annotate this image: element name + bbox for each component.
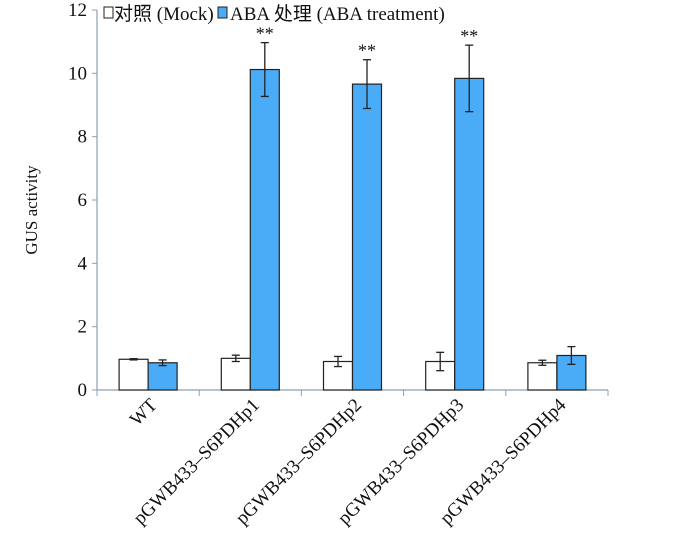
legend: 对照 (Mock) ABA 处理 (ABA treatment) — [103, 3, 445, 25]
legend-label-mock: 对照 (Mock) — [114, 3, 214, 25]
legend-swatch-aba — [217, 6, 228, 19]
y-tick-label: 0 — [78, 380, 88, 401]
y-tick-label: 12 — [68, 0, 87, 21]
bar-aba — [147, 362, 178, 391]
bar-aba — [454, 77, 485, 391]
axes — [92, 9, 609, 396]
y-tick-label: 8 — [78, 127, 88, 148]
bar-mock — [118, 358, 149, 391]
y-tick-label: 2 — [78, 317, 88, 338]
y-axis-label: GUS activity — [22, 165, 41, 255]
legend-swatch-mock — [103, 6, 114, 19]
bars — [118, 41, 587, 391]
bar-aba — [249, 68, 280, 391]
y-tick-label: 10 — [68, 63, 87, 84]
bar-mock — [527, 362, 558, 391]
y-tick-label: 6 — [78, 190, 88, 211]
bar-mock — [220, 357, 251, 391]
significance-label: ** — [460, 26, 478, 46]
x-tick-label: WT — [126, 394, 162, 430]
y-tick-label: 4 — [78, 253, 88, 274]
bar-aba — [351, 83, 383, 391]
significance-label: ** — [358, 41, 376, 61]
legend-label-aba: ABA 处理 (ABA treatment) — [230, 3, 445, 25]
significance-label: ** — [256, 24, 274, 44]
labels: 024681012WT**pGWB433–S6PDHp1**pGWB433–S6… — [68, 0, 571, 529]
